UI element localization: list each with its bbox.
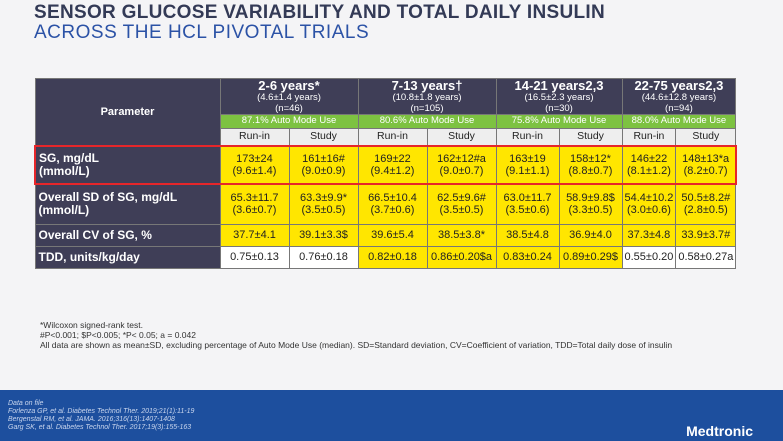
table-row-sd: Overall SD of SG, mg/dL (mmol/L) 65.3±11…	[34, 183, 737, 225]
subheader-run-in: Run-in	[219, 128, 290, 147]
table-cell: 62.5±9.6# (3.5±0.5)	[426, 183, 497, 225]
table-cell: 173±24 (9.6±1.4)	[219, 145, 290, 186]
table-cell: 0.82±0.18	[357, 245, 428, 269]
table-cell: 163±19 (9.1±1.1)	[495, 145, 560, 186]
table-cell: 0.55±0.20	[621, 245, 677, 269]
group-header-22-75: 22-75 years2,3 (44.6±12.8 years) (n=94)	[621, 77, 737, 116]
table-row-tdd: TDD, units/kg/day 0.75±0.13 0.76±0.18 0.…	[34, 245, 737, 269]
table-cell: 38.5±4.8	[495, 223, 560, 247]
medtronic-logo: Medtronic	[686, 423, 753, 439]
table-cell: 50.5±8.2# (2.8±0.5)	[675, 183, 737, 225]
table-cell: 63.0±11.7 (3.5±0.6)	[495, 183, 560, 225]
group-header-7-13: 7-13 years† (10.8±1.8 years) (n=105)	[357, 77, 497, 116]
table-cell: 37.3±4.8	[621, 223, 677, 247]
table-cell: 36.9±4.0	[558, 223, 623, 247]
footnotes: *Wilcoxon signed-rank test. #P<0.001; $P…	[40, 320, 673, 351]
table-cell: 0.76±0.18	[288, 245, 359, 269]
table-cell: 146±22 (8.1±1.2)	[621, 145, 677, 186]
table-cell: 66.5±10.4 (3.7±0.6)	[357, 183, 428, 225]
group-header-2-6: 2-6 years* (4.6±1.4 years) (n=46)	[219, 77, 359, 116]
auto-mode-7-13: 80.6% Auto Mode Use	[357, 114, 497, 130]
table-cell: 148±13*a (8.2±0.7)	[675, 145, 737, 186]
subheader-run-in: Run-in	[357, 128, 428, 147]
auto-mode-14-21: 75.8% Auto Mode Use	[495, 114, 623, 130]
slide-title: SENSOR GLUCOSE VARIABILITY AND TOTAL DAI…	[34, 2, 605, 23]
results-table: Parameter 2-6 years* (4.6±1.4 years) (n=…	[34, 77, 737, 269]
table-cell: 0.75±0.13	[219, 245, 290, 269]
table-cell: 158±12* (8.8±0.7)	[558, 145, 623, 186]
bottom-bar	[0, 390, 783, 441]
subheader-study: Study	[675, 128, 737, 147]
table-cell: 33.9±3.7#	[675, 223, 737, 247]
parameter-header: Parameter	[34, 78, 221, 147]
table-cell: 63.3±9.9* (3.5±0.5)	[288, 183, 359, 225]
table-cell: 39.1±3.3$	[288, 223, 359, 247]
table-cell: 162±12#a (9.0±0.7)	[426, 145, 497, 186]
subheader-run-in: Run-in	[621, 128, 677, 147]
auto-mode-22-75: 88.0% Auto Mode Use	[621, 114, 737, 130]
references: Data on file Forlenza GP, et al. Diabete…	[8, 400, 195, 432]
table-cell: 0.86±0.20$a	[426, 245, 497, 269]
table-cell: 0.58±0.27a	[675, 245, 737, 269]
table-cell: 54.4±10.2 (3.0±0.6)	[621, 183, 677, 225]
table-cell: 58.9±9.8$ (3.3±0.5)	[558, 183, 623, 225]
table-cell: 65.3±11.7 (3.6±0.7)	[219, 183, 290, 225]
row-label-cv: Overall CV of SG, %	[34, 223, 221, 247]
subheader-study: Study	[558, 128, 623, 147]
row-label-sd: Overall SD of SG, mg/dL (mmol/L)	[34, 183, 221, 225]
slide-subtitle: ACROSS THE HCL PIVOTAL TRIALS	[34, 22, 370, 43]
auto-mode-2-6: 87.1% Auto Mode Use	[219, 114, 359, 130]
subheader-run-in: Run-in	[495, 128, 560, 147]
table-cell: 38.5±3.8*	[426, 223, 497, 247]
subheader-study: Study	[426, 128, 497, 147]
table-cell: 0.89±0.29$	[558, 245, 623, 269]
table-cell: 161±16# (9.0±0.9)	[288, 145, 359, 186]
table-cell: 37.7±4.1	[219, 223, 290, 247]
table-row-sg: SG, mg/dL (mmol/L) 173±24 (9.6±1.4) 161±1…	[34, 145, 737, 186]
group-header-14-21: 14-21 years2,3 (16.5±2.3 years) (n=30)	[495, 77, 623, 116]
table-cell: 0.83±0.24	[495, 245, 560, 269]
row-label-sg: SG, mg/dL (mmol/L)	[34, 145, 221, 186]
table-cell: 39.6±5.4	[357, 223, 428, 247]
table-cell: 169±22 (9.4±1.2)	[357, 145, 428, 186]
table-row-cv: Overall CV of SG, % 37.7±4.1 39.1±3.3$ 3…	[34, 223, 737, 247]
subheader-study: Study	[288, 128, 359, 147]
row-label-tdd: TDD, units/kg/day	[34, 245, 221, 269]
